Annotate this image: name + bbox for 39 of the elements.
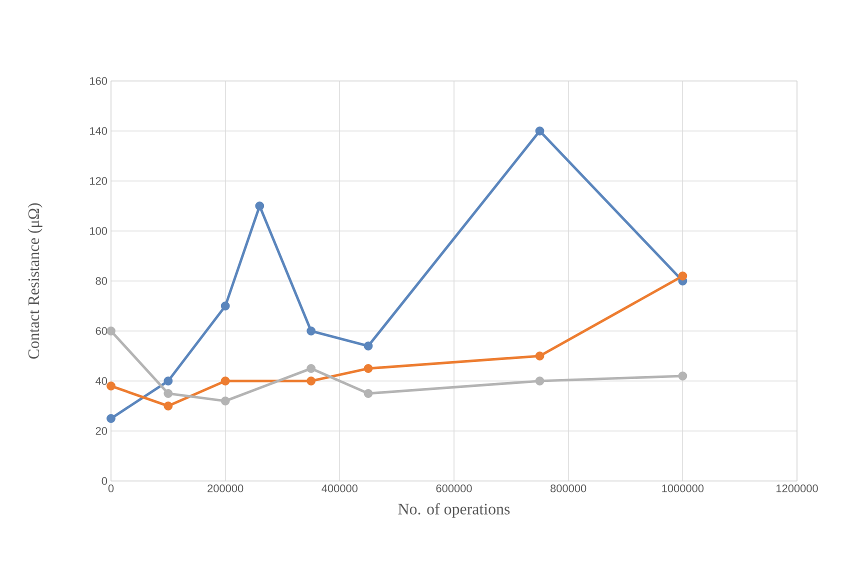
point bbox=[220, 376, 230, 386]
point bbox=[255, 202, 264, 210]
point bbox=[306, 376, 316, 386]
point bbox=[106, 382, 116, 390]
y-tick-label: 100 bbox=[90, 227, 108, 235]
point bbox=[220, 302, 230, 310]
y-tick-label: 80 bbox=[96, 277, 108, 285]
point bbox=[364, 342, 373, 350]
y-tick-label: 160 bbox=[90, 77, 108, 85]
x-tick-label: 1200000 bbox=[776, 484, 818, 492]
x-tick-label: 0 bbox=[108, 484, 114, 492]
x-tick-label: 200000 bbox=[208, 484, 244, 492]
point bbox=[535, 126, 544, 136]
point bbox=[364, 364, 373, 373]
y-axis-title: Contact Resistance (μΩ) bbox=[28, 203, 42, 359]
y-tick-label: 140 bbox=[90, 127, 108, 135]
y-tick-label: 120 bbox=[90, 177, 108, 185]
y-tick-label: 0 bbox=[102, 477, 108, 485]
x-tick-label: 800000 bbox=[550, 484, 586, 492]
point bbox=[306, 326, 316, 336]
point bbox=[164, 376, 173, 386]
x-tick-label: 400000 bbox=[322, 484, 358, 492]
point bbox=[535, 376, 544, 386]
point bbox=[678, 372, 688, 380]
point bbox=[106, 326, 116, 336]
x-tick-label: 1000000 bbox=[662, 484, 704, 492]
point bbox=[164, 389, 173, 398]
x-tick-label: 600000 bbox=[436, 484, 472, 492]
y-tick-label: 40 bbox=[96, 377, 108, 385]
point bbox=[678, 272, 688, 280]
point bbox=[364, 389, 373, 398]
point bbox=[535, 352, 544, 360]
point bbox=[306, 364, 316, 373]
y-tick-label: 60 bbox=[96, 327, 108, 335]
point bbox=[220, 396, 230, 406]
point bbox=[106, 414, 116, 423]
y-tick-label: 20 bbox=[96, 427, 108, 435]
point bbox=[164, 402, 173, 410]
x-axis-title: No. of operations bbox=[398, 503, 510, 518]
